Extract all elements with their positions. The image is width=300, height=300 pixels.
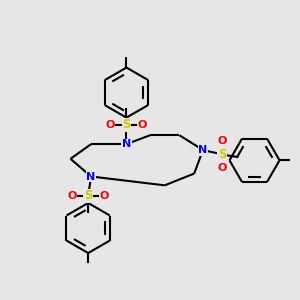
Text: O: O — [106, 120, 115, 130]
Text: S: S — [218, 148, 226, 161]
Text: O: O — [67, 190, 77, 201]
Text: O: O — [138, 120, 147, 130]
Text: S: S — [122, 118, 131, 131]
Text: N: N — [198, 145, 208, 155]
Text: N: N — [122, 139, 131, 149]
Text: N: N — [86, 172, 96, 182]
Text: O: O — [100, 190, 109, 201]
Text: O: O — [218, 136, 227, 146]
Text: O: O — [218, 163, 227, 173]
Text: S: S — [84, 189, 92, 202]
